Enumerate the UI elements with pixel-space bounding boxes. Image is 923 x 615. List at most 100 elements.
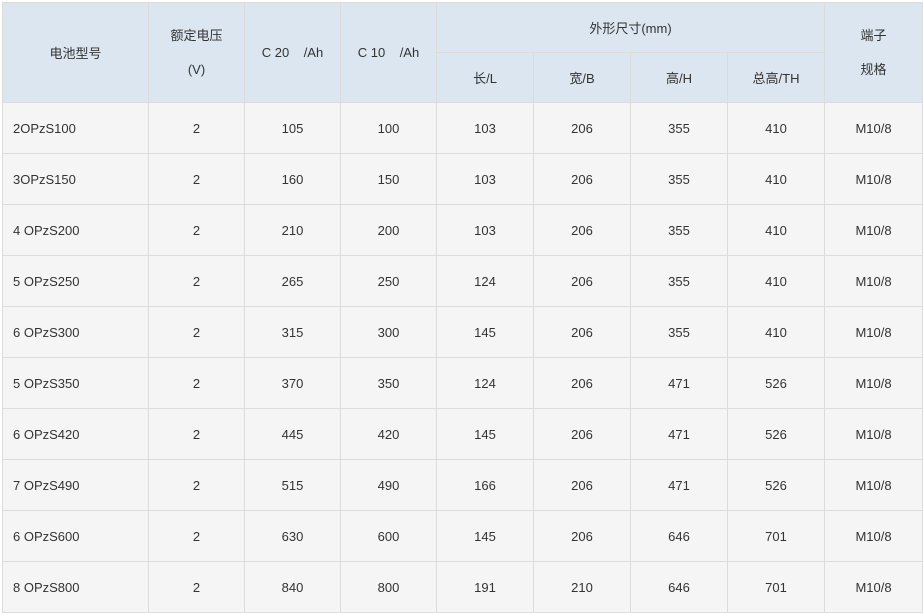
table-row: 2OPzS100 2 105 100 103 206 355 410 M10/8 bbox=[2, 102, 923, 154]
cell-voltage: 2 bbox=[148, 306, 245, 358]
cell-voltage: 2 bbox=[148, 153, 245, 205]
cell-model: 8 OPzS800 bbox=[2, 561, 149, 613]
cell-model: 2OPzS100 bbox=[2, 102, 149, 154]
cell-height: 355 bbox=[630, 255, 728, 307]
cell-c10: 350 bbox=[340, 357, 437, 409]
cell-length: 103 bbox=[436, 153, 534, 205]
cell-terminal: M10/8 bbox=[824, 459, 923, 511]
cell-total-height: 410 bbox=[726, 102, 826, 154]
cell-total-height: 526 bbox=[726, 408, 826, 460]
cell-width: 206 bbox=[533, 306, 631, 358]
cell-terminal: M10/8 bbox=[824, 153, 923, 205]
cell-length: 166 bbox=[436, 459, 534, 511]
cell-width: 206 bbox=[533, 408, 631, 460]
cell-model: 6 OPzS300 bbox=[2, 306, 149, 358]
cell-voltage: 2 bbox=[148, 357, 245, 409]
cell-width: 206 bbox=[533, 357, 631, 409]
cell-height: 355 bbox=[630, 306, 728, 358]
header-c10: C 10 /Ah bbox=[340, 2, 437, 103]
cell-height: 646 bbox=[630, 510, 728, 562]
cell-width: 206 bbox=[533, 102, 631, 154]
cell-c10: 300 bbox=[340, 306, 437, 358]
header-voltage: 额定电压 (V) bbox=[148, 2, 245, 103]
cell-length: 145 bbox=[436, 408, 534, 460]
cell-voltage: 2 bbox=[148, 204, 245, 256]
header-height: 高/H bbox=[630, 52, 728, 103]
cell-c20: 210 bbox=[244, 204, 341, 256]
cell-length: 145 bbox=[436, 306, 534, 358]
cell-terminal: M10/8 bbox=[824, 510, 923, 562]
cell-length: 124 bbox=[436, 255, 534, 307]
header-terminal-label: 端子 bbox=[860, 27, 887, 43]
cell-c20: 630 bbox=[244, 510, 341, 562]
cell-total-height: 526 bbox=[726, 357, 826, 409]
cell-terminal: M10/8 bbox=[824, 306, 923, 358]
cell-width: 206 bbox=[533, 204, 631, 256]
cell-c20: 265 bbox=[244, 255, 341, 307]
header-total-height: 总高/TH bbox=[726, 52, 826, 103]
cell-total-height: 410 bbox=[726, 255, 826, 307]
table-row: 7 OPzS490 2 515 490 166 206 471 526 M10/8 bbox=[2, 459, 923, 511]
cell-total-height: 701 bbox=[726, 561, 826, 613]
cell-length: 103 bbox=[436, 204, 534, 256]
cell-height: 355 bbox=[630, 204, 728, 256]
cell-length: 124 bbox=[436, 357, 534, 409]
cell-height: 471 bbox=[630, 408, 728, 460]
cell-terminal: M10/8 bbox=[824, 204, 923, 256]
cell-c10: 100 bbox=[340, 102, 437, 154]
cell-width: 210 bbox=[533, 561, 631, 613]
cell-c10: 150 bbox=[340, 153, 437, 205]
cell-c20: 160 bbox=[244, 153, 341, 205]
cell-model: 5 OPzS350 bbox=[2, 357, 149, 409]
header-dimensions: 外形尺寸(mm) bbox=[435, 2, 826, 53]
cell-height: 355 bbox=[630, 153, 728, 205]
cell-terminal: M10/8 bbox=[824, 255, 923, 307]
cell-model: 7 OPzS490 bbox=[2, 459, 149, 511]
cell-height: 471 bbox=[630, 459, 728, 511]
table-row: 6 OPzS300 2 315 300 145 206 355 410 M10/8 bbox=[2, 306, 923, 358]
cell-length: 191 bbox=[436, 561, 534, 613]
cell-c20: 445 bbox=[244, 408, 341, 460]
cell-width: 206 bbox=[533, 153, 631, 205]
cell-model: 4 OPzS200 bbox=[2, 204, 149, 256]
cell-c20: 105 bbox=[244, 102, 341, 154]
header-voltage-unit: (V) bbox=[187, 61, 206, 77]
cell-height: 646 bbox=[630, 561, 728, 613]
cell-c20: 315 bbox=[244, 306, 341, 358]
header-terminal-spec: 规格 bbox=[860, 61, 887, 77]
table-row: 8 OPzS800 2 840 800 191 210 646 701 M10/8 bbox=[2, 561, 923, 613]
cell-total-height: 701 bbox=[726, 510, 826, 562]
cell-terminal: M10/8 bbox=[824, 561, 923, 613]
cell-voltage: 2 bbox=[148, 561, 245, 613]
table-row: 6 OPzS420 2 445 420 145 206 471 526 M10/8 bbox=[2, 408, 923, 460]
cell-total-height: 410 bbox=[726, 306, 826, 358]
cell-c20: 515 bbox=[244, 459, 341, 511]
cell-height: 471 bbox=[630, 357, 728, 409]
table-row: 5 OPzS250 2 265 250 124 206 355 410 M10/8 bbox=[2, 255, 923, 307]
cell-terminal: M10/8 bbox=[824, 102, 923, 154]
cell-total-height: 526 bbox=[726, 459, 826, 511]
cell-model: 5 OPzS250 bbox=[2, 255, 149, 307]
header-length: 长/L bbox=[436, 52, 534, 103]
cell-c10: 420 bbox=[340, 408, 437, 460]
cell-c10: 600 bbox=[340, 510, 437, 562]
table-row: 6 OPzS600 2 630 600 145 206 646 701 M10/8 bbox=[2, 510, 923, 562]
cell-c10: 250 bbox=[340, 255, 437, 307]
table-row: 4 OPzS200 2 210 200 103 206 355 410 M10/8 bbox=[2, 204, 923, 256]
cell-total-height: 410 bbox=[726, 204, 826, 256]
cell-voltage: 2 bbox=[148, 255, 245, 307]
cell-width: 206 bbox=[533, 459, 631, 511]
cell-c10: 800 bbox=[340, 561, 437, 613]
cell-width: 206 bbox=[533, 255, 631, 307]
cell-terminal: M10/8 bbox=[824, 357, 923, 409]
cell-c20: 370 bbox=[244, 357, 341, 409]
cell-length: 145 bbox=[436, 510, 534, 562]
cell-c10: 200 bbox=[340, 204, 437, 256]
cell-voltage: 2 bbox=[148, 459, 245, 511]
table-row: 3OPzS150 2 160 150 103 206 355 410 M10/8 bbox=[2, 153, 923, 205]
cell-voltage: 2 bbox=[148, 102, 245, 154]
cell-width: 206 bbox=[533, 510, 631, 562]
cell-model: 6 OPzS600 bbox=[2, 510, 149, 562]
header-voltage-label: 额定电压 bbox=[170, 27, 223, 43]
